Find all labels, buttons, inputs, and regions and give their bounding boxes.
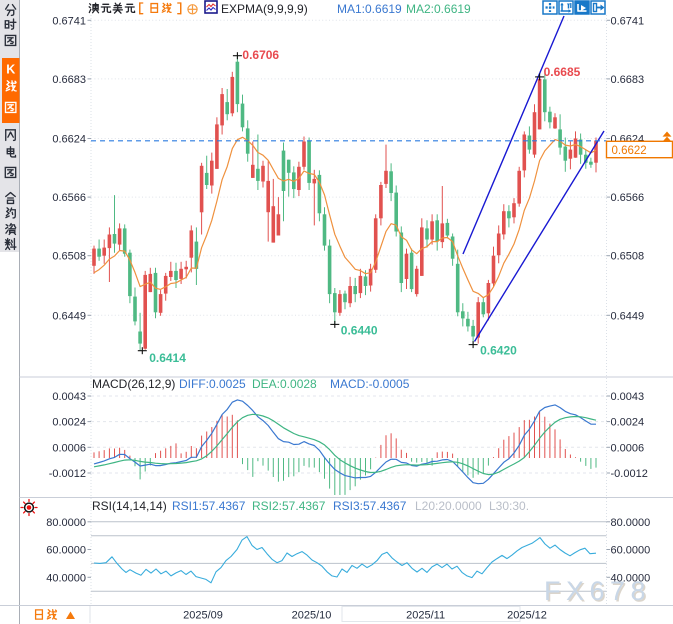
svg-text:60.0000: 60.0000 <box>46 545 86 557</box>
svg-text:0.0043: 0.0043 <box>611 391 645 403</box>
svg-text:0.6741: 0.6741 <box>52 15 86 27</box>
svg-text:2025/10: 2025/10 <box>292 610 332 622</box>
svg-text:DIFF:0.0025: DIFF:0.0025 <box>179 377 246 391</box>
svg-text:0.6508: 0.6508 <box>611 251 645 263</box>
svg-text:FX678: FX678 <box>546 578 653 608</box>
svg-text:L20:20.0000: L20:20.0000 <box>415 499 482 513</box>
svg-text:RSI1:57.4367: RSI1:57.4367 <box>172 499 246 513</box>
svg-text:-0.0012: -0.0012 <box>49 468 86 480</box>
svg-text:MA2:0.6619: MA2:0.6619 <box>406 2 471 16</box>
svg-text:0.0024: 0.0024 <box>52 417 86 429</box>
svg-text:0.6566: 0.6566 <box>611 192 645 204</box>
svg-text:RSI3:57.4367: RSI3:57.4367 <box>333 499 407 513</box>
svg-text:RSI2:57.4367: RSI2:57.4367 <box>252 499 326 513</box>
svg-text:40.0000: 40.0000 <box>46 572 86 584</box>
svg-text:DEA:0.0028: DEA:0.0028 <box>252 377 317 391</box>
svg-text:EXPMA(9,9,9,9): EXPMA(9,9,9,9) <box>221 2 308 16</box>
svg-text:0.6624: 0.6624 <box>52 134 86 146</box>
svg-text:2025/12: 2025/12 <box>507 610 547 622</box>
svg-text:0.0024: 0.0024 <box>611 417 645 429</box>
svg-text:0.6622: 0.6622 <box>612 145 647 157</box>
svg-text:MA1:0.6619: MA1:0.6619 <box>337 2 402 16</box>
svg-text:2025/09: 2025/09 <box>183 610 223 622</box>
svg-text:L30:30.: L30:30. <box>489 499 529 513</box>
svg-text:0.6508: 0.6508 <box>52 251 86 263</box>
svg-text:0.0006: 0.0006 <box>611 442 645 454</box>
svg-text:MACD:-0.0005: MACD:-0.0005 <box>330 377 410 391</box>
svg-text:0.6706: 0.6706 <box>242 48 279 62</box>
svg-text:0.6566: 0.6566 <box>52 192 86 204</box>
svg-text:80.0000: 80.0000 <box>46 517 86 529</box>
svg-text:0.0043: 0.0043 <box>52 391 86 403</box>
svg-text:0.6440: 0.6440 <box>341 323 378 337</box>
svg-text:0.6414: 0.6414 <box>149 351 186 365</box>
svg-text:60.0000: 60.0000 <box>611 545 651 557</box>
svg-text:0.6683: 0.6683 <box>52 74 86 86</box>
svg-text:80.0000: 80.0000 <box>611 517 651 529</box>
svg-text:0.6420: 0.6420 <box>480 344 517 358</box>
svg-text:40.0000: 40.0000 <box>611 572 651 584</box>
svg-text:0.6741: 0.6741 <box>611 15 645 27</box>
svg-text:RSI(14,14,14): RSI(14,14,14) <box>92 499 167 513</box>
svg-text:FX678: FX678 <box>544 576 651 606</box>
svg-text:2025/11: 2025/11 <box>406 610 445 622</box>
svg-text:0.0006: 0.0006 <box>52 442 86 454</box>
svg-text:MACD(26,12,9): MACD(26,12,9) <box>92 377 175 391</box>
svg-text:0.6683: 0.6683 <box>611 74 645 86</box>
svg-text:0.6685: 0.6685 <box>544 65 581 79</box>
svg-text:0.6449: 0.6449 <box>52 310 86 322</box>
svg-text:K: K <box>6 63 15 77</box>
svg-text:0.6449: 0.6449 <box>611 310 645 322</box>
svg-text:-0.0012: -0.0012 <box>611 468 648 480</box>
